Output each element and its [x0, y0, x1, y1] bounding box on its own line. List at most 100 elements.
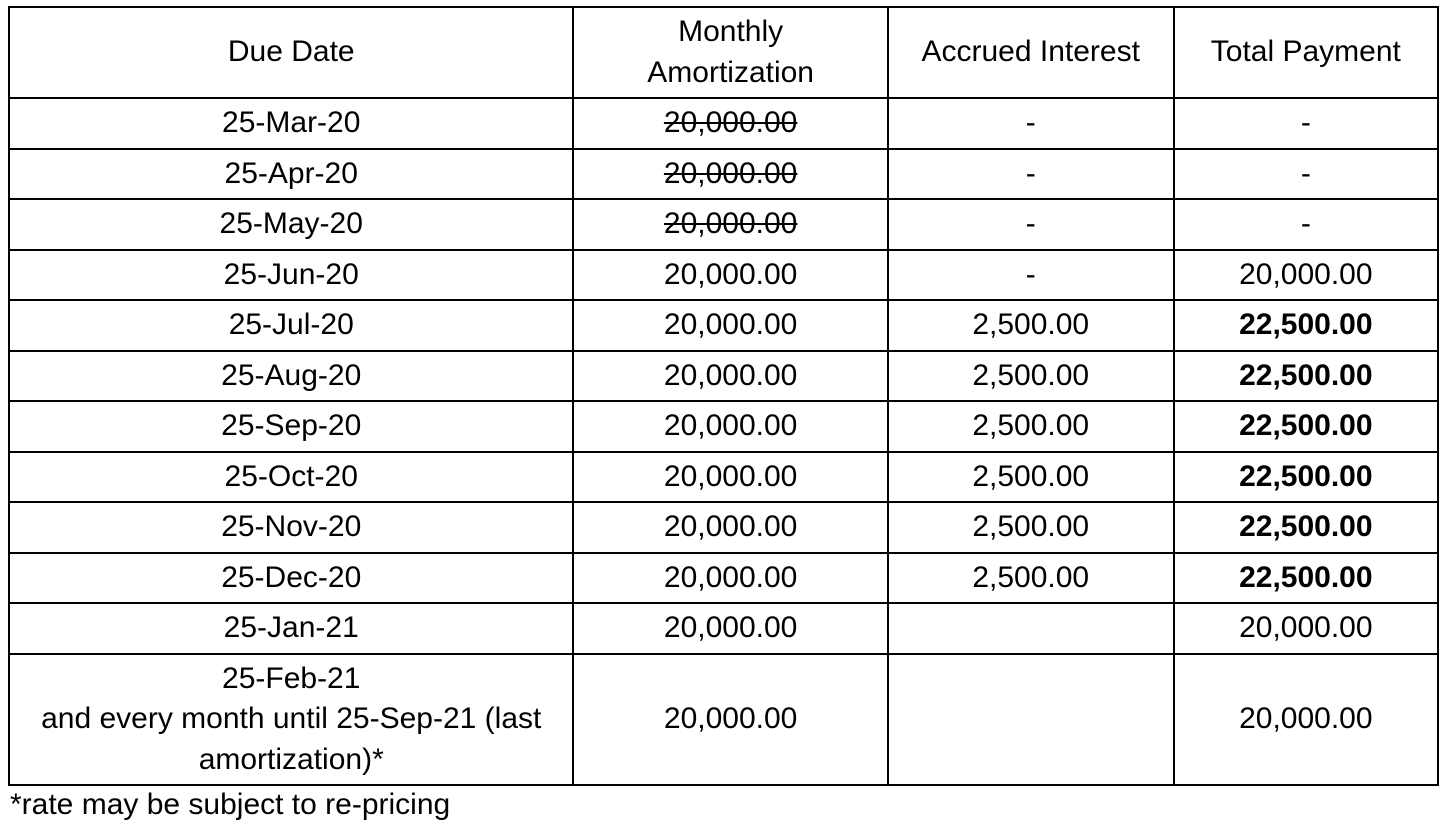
col-header-accrued-interest: Accrued Interest [888, 7, 1174, 98]
cell-total-payment: 22,500.00 [1174, 351, 1438, 402]
table-header-row: Due Date Monthly Amortization Accrued In… [9, 7, 1438, 98]
due-date-line: amortization)* [20, 740, 562, 781]
cell-due-date: 25-Aug-20 [9, 351, 573, 402]
cell-due-date: 25-Oct-20 [9, 452, 573, 503]
cell-accrued-interest [888, 654, 1174, 786]
cell-monthly-amortization: 20,000.00 [573, 603, 887, 654]
cell-due-date: 25-Apr-20 [9, 149, 573, 200]
cell-due-date: 25-Feb-21and every month until 25-Sep-21… [9, 654, 573, 786]
cell-due-date: 25-Jul-20 [9, 300, 573, 351]
cell-due-date: 25-Sep-20 [9, 401, 573, 452]
table-header: Due Date Monthly Amortization Accrued In… [9, 7, 1438, 98]
cell-accrued-interest: 2,500.00 [888, 300, 1174, 351]
cell-total-payment: 22,500.00 [1174, 452, 1438, 503]
total-value: 22,500.00 [1239, 308, 1372, 341]
total-value: 22,500.00 [1239, 460, 1372, 493]
cell-monthly-amortization: 20,000.00 [573, 149, 887, 200]
cell-due-date: 25-Jan-21 [9, 603, 573, 654]
col-header-label: Accrued Interest [922, 35, 1140, 68]
table-row-final: 25-Feb-21and every month until 25-Sep-21… [9, 654, 1438, 786]
cell-accrued-interest: - [888, 149, 1174, 200]
amortization-table: Due Date Monthly Amortization Accrued In… [8, 6, 1439, 786]
table-row: 25-Mar-20 20,000.00 - - [9, 98, 1438, 149]
cell-accrued-interest: 2,500.00 [888, 502, 1174, 553]
total-value: 22,500.00 [1239, 561, 1372, 594]
amortization-value: 20,000.00 [664, 561, 797, 594]
cell-accrued-interest: - [888, 199, 1174, 250]
total-value: - [1301, 106, 1311, 139]
col-header-total-payment: Total Payment [1174, 7, 1438, 98]
total-value: 20,000.00 [1239, 258, 1372, 291]
amortization-value: 20,000.00 [664, 510, 797, 543]
cell-accrued-interest: 2,500.00 [888, 452, 1174, 503]
cell-monthly-amortization: 20,000.00 [573, 654, 887, 786]
page: Due Date Monthly Amortization Accrued In… [0, 0, 1447, 828]
cell-total-payment: 22,500.00 [1174, 553, 1438, 604]
table-row: 25-May-20 20,000.00 - - [9, 199, 1438, 250]
col-header-due-date: Due Date [9, 7, 573, 98]
table-row: 25-Aug-20 20,000.00 2,500.00 22,500.00 [9, 351, 1438, 402]
cell-accrued-interest: - [888, 250, 1174, 301]
col-header-label: Due Date [228, 35, 355, 68]
amortization-value: 20,000.00 [664, 106, 797, 139]
amortization-value: 20,000.00 [664, 258, 797, 291]
cell-due-date: 25-Nov-20 [9, 502, 573, 553]
cell-accrued-interest [888, 603, 1174, 654]
col-header-label-line2: Amortization [584, 53, 876, 94]
table-row: 25-Dec-20 20,000.00 2,500.00 22,500.00 [9, 553, 1438, 604]
cell-accrued-interest: - [888, 98, 1174, 149]
col-header-monthly-amortization: Monthly Amortization [573, 7, 887, 98]
cell-monthly-amortization: 20,000.00 [573, 199, 887, 250]
table-row: 25-Jan-21 20,000.00 20,000.00 [9, 603, 1438, 654]
cell-accrued-interest: 2,500.00 [888, 401, 1174, 452]
cell-total-payment: 22,500.00 [1174, 300, 1438, 351]
cell-due-date: 25-Dec-20 [9, 553, 573, 604]
cell-due-date: 25-Jun-20 [9, 250, 573, 301]
cell-total-payment: - [1174, 199, 1438, 250]
cell-monthly-amortization: 20,000.00 [573, 300, 887, 351]
table-row: 25-Nov-20 20,000.00 2,500.00 22,500.00 [9, 502, 1438, 553]
cell-due-date: 25-May-20 [9, 199, 573, 250]
cell-monthly-amortization: 20,000.00 [573, 452, 887, 503]
cell-total-payment: 20,000.00 [1174, 654, 1438, 786]
amortization-value: 20,000.00 [664, 207, 797, 240]
cell-monthly-amortization: 20,000.00 [573, 351, 887, 402]
amortization-value: 20,000.00 [664, 409, 797, 442]
cell-total-payment: 20,000.00 [1174, 250, 1438, 301]
table-row: 25-Apr-20 20,000.00 - - [9, 149, 1438, 200]
table-body: 25-Mar-2020,000.00--25-Apr-2020,000.00--… [9, 98, 1438, 785]
due-date-line: 25-Feb-21 [20, 659, 562, 700]
cell-monthly-amortization: 20,000.00 [573, 502, 887, 553]
col-header-label-line1: Monthly [584, 12, 876, 53]
amortization-value: 20,000.00 [664, 308, 797, 341]
amortization-value: 20,000.00 [664, 359, 797, 392]
cell-total-payment: - [1174, 98, 1438, 149]
cell-due-date: 25-Mar-20 [9, 98, 573, 149]
cell-monthly-amortization: 20,000.00 [573, 553, 887, 604]
cell-accrued-interest: 2,500.00 [888, 553, 1174, 604]
table-row: 25-Sep-20 20,000.00 2,500.00 22,500.00 [9, 401, 1438, 452]
amortization-value: 20,000.00 [664, 460, 797, 493]
cell-monthly-amortization: 20,000.00 [573, 250, 887, 301]
total-value: 22,500.00 [1239, 510, 1372, 543]
cell-total-payment: - [1174, 149, 1438, 200]
table-row: 25-Jun-20 20,000.00 - 20,000.00 [9, 250, 1438, 301]
amortization-value: 20,000.00 [664, 611, 797, 644]
total-value: 22,500.00 [1239, 359, 1372, 392]
cell-total-payment: 22,500.00 [1174, 502, 1438, 553]
total-value: 20,000.00 [1239, 611, 1372, 644]
footnote: *rate may be subject to re-pricing [8, 788, 1439, 822]
due-date-line: and every month until 25-Sep-21 (last [20, 699, 562, 740]
cell-total-payment: 22,500.00 [1174, 401, 1438, 452]
amortization-value: 20,000.00 [664, 157, 797, 190]
col-header-label: Total Payment [1211, 35, 1401, 68]
total-value: - [1301, 157, 1311, 190]
table-row: 25-Jul-20 20,000.00 2,500.00 22,500.00 [9, 300, 1438, 351]
cell-total-payment: 20,000.00 [1174, 603, 1438, 654]
total-value: - [1301, 207, 1311, 240]
cell-monthly-amortization: 20,000.00 [573, 401, 887, 452]
table-row: 25-Oct-20 20,000.00 2,500.00 22,500.00 [9, 452, 1438, 503]
cell-monthly-amortization: 20,000.00 [573, 98, 887, 149]
total-value: 22,500.00 [1239, 409, 1372, 442]
cell-accrued-interest: 2,500.00 [888, 351, 1174, 402]
